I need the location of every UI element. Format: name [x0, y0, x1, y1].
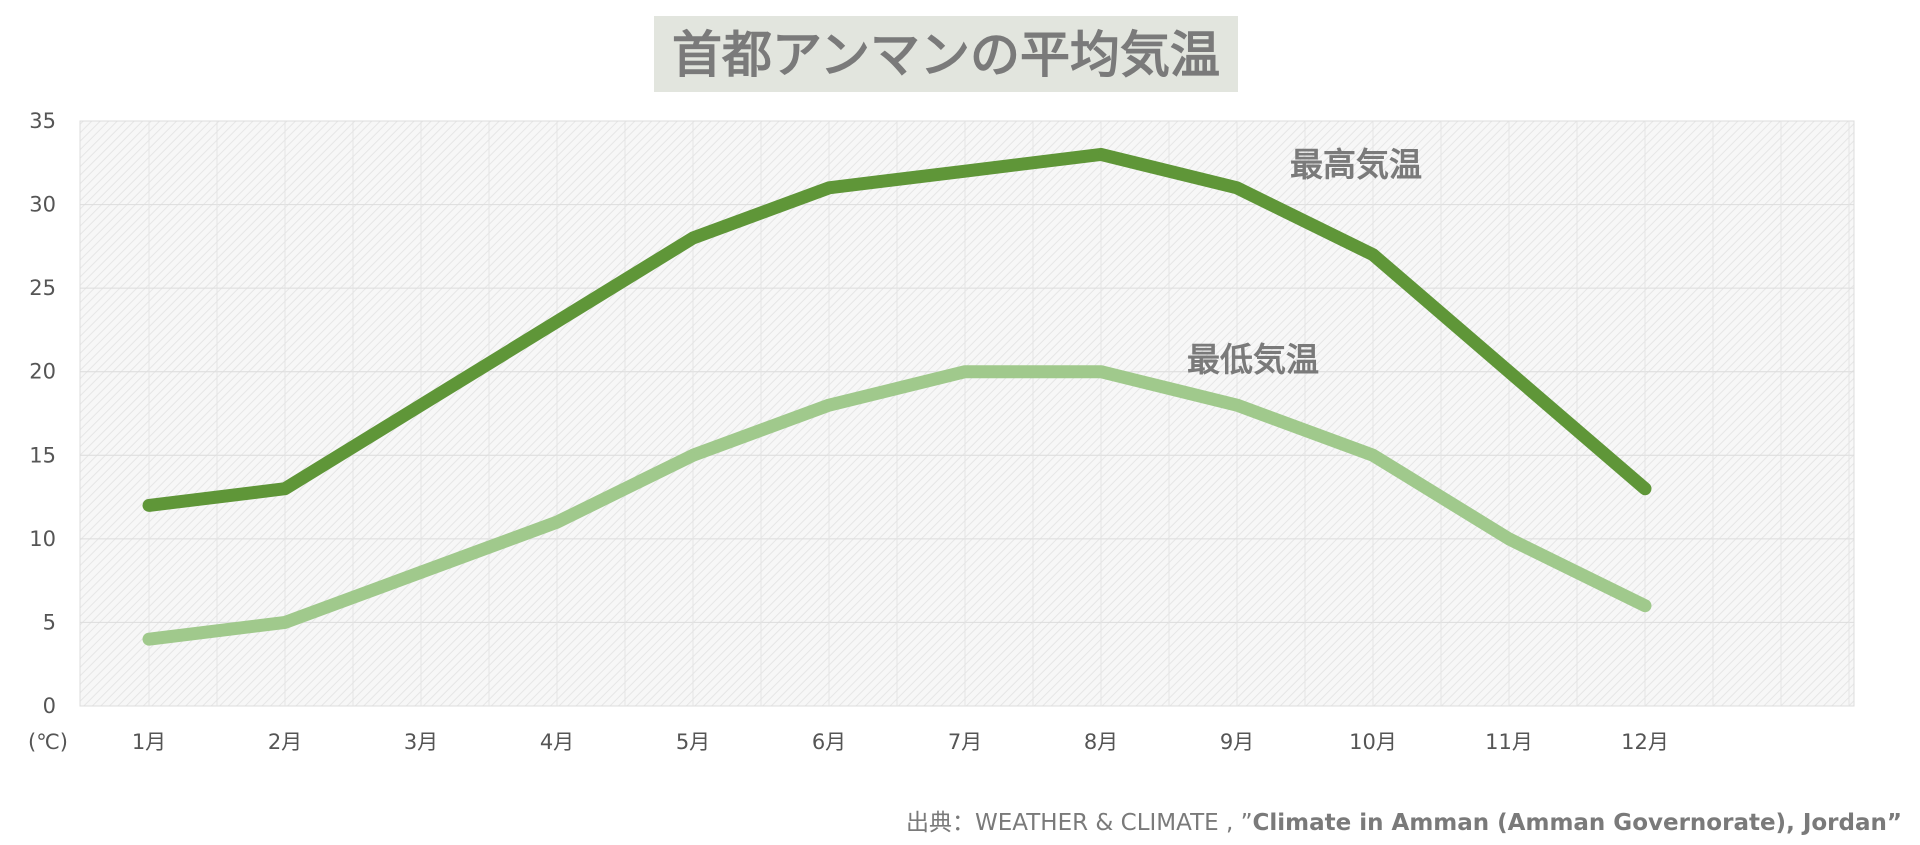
chart-title: 首都アンマンの平均気温 — [672, 26, 1220, 84]
data-point-min — [418, 569, 424, 576]
data-point-max — [418, 402, 424, 409]
y-tick-label: 25 — [29, 276, 56, 300]
x-tick-label: 7月 — [948, 730, 982, 754]
y-tick-label: 0 — [43, 694, 56, 718]
data-point-max — [282, 485, 288, 492]
data-point-max — [1370, 251, 1376, 258]
source-title: Climate in Amman (Amman Governorate), Jo… — [1252, 810, 1902, 836]
source-prefix: 出典：WEATHER & CLIMATE , ” — [906, 810, 1253, 836]
x-tick-label: 10月 — [1349, 730, 1397, 754]
data-point-min — [1234, 402, 1240, 409]
x-tick-label: 5月 — [676, 730, 710, 754]
y-axis-unit-label: (℃) — [28, 730, 68, 754]
data-point-max — [690, 235, 696, 241]
series-label-max: 最高気温 — [1290, 145, 1422, 184]
data-point-min — [1370, 452, 1376, 459]
y-axis-ticks: 0 5 10 15 20 25 30 35 — [29, 109, 56, 718]
series-lines — [142, 147, 1652, 646]
data-point-min — [1642, 602, 1648, 609]
data-point-min — [146, 636, 152, 643]
x-tick-label: 4月 — [540, 730, 574, 754]
y-tick-label: 5 — [43, 610, 56, 634]
gridlines — [80, 120, 1854, 707]
data-point-max — [1098, 151, 1104, 158]
y-tick-label: 30 — [29, 193, 56, 217]
x-tick-label: 11月 — [1485, 730, 1533, 754]
data-point-min — [690, 452, 696, 459]
x-tick-label: 12月 — [1621, 730, 1669, 754]
y-tick-label: 15 — [29, 443, 56, 467]
x-tick-label: 2月 — [268, 730, 302, 754]
x-tick-label: 6月 — [812, 730, 846, 754]
data-point-min — [962, 368, 968, 375]
data-point-min — [1506, 535, 1512, 542]
y-tick-label: 20 — [29, 360, 56, 384]
data-point-min — [1098, 368, 1104, 375]
x-tick-label: 3月 — [404, 730, 438, 754]
data-point-max — [826, 184, 832, 191]
y-tick-label: 35 — [29, 109, 56, 133]
x-tick-label: 8月 — [1084, 730, 1118, 754]
data-point-max — [962, 168, 968, 175]
y-tick-label: 10 — [29, 527, 56, 551]
data-point-max — [1642, 485, 1648, 492]
data-point-min — [554, 519, 560, 526]
temperature-chart: 首都アンマンの平均気温 0 5 10 15 20 25 30 35 1月 2月 3月 4月 5月 6月 7… — [28, 16, 1855, 754]
data-point-max — [1506, 368, 1512, 375]
series-line-min — [142, 365, 1652, 646]
chart-title-background — [654, 16, 1238, 92]
data-point-max — [146, 502, 152, 509]
data-point-max — [554, 318, 560, 325]
source-citation: 出典：WEATHER & CLIMATE , ”Climate in Amman… — [906, 803, 1902, 837]
series-line-max — [142, 147, 1652, 512]
x-tick-label: 1月 — [132, 730, 166, 754]
data-point-min — [282, 619, 288, 626]
data-point-max — [1234, 184, 1240, 191]
plot-area — [79, 120, 1855, 707]
x-axis-ticks: 1月 2月 3月 4月 5月 6月 7月 8月 9月 10月 11月 12月 — [132, 730, 1669, 754]
data-point-min — [826, 402, 832, 409]
series-label-min: 最低気温 — [1187, 340, 1319, 379]
x-tick-label: 9月 — [1220, 730, 1254, 754]
